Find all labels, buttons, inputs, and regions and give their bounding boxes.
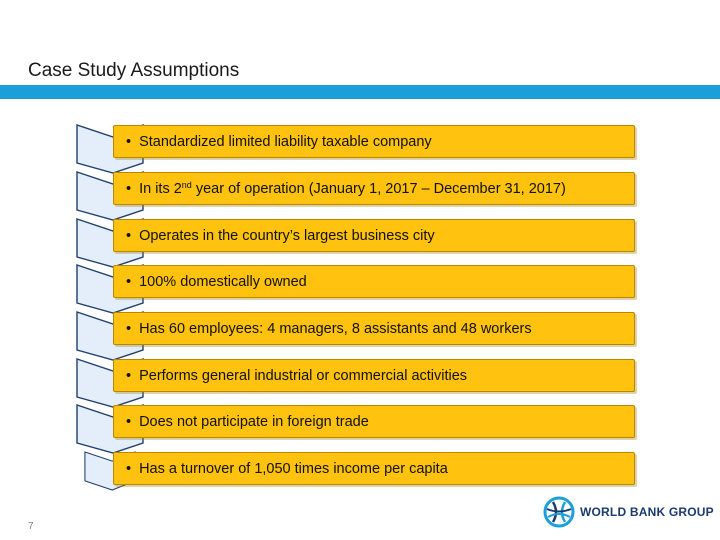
bullet: •	[126, 133, 132, 150]
assumption-row: • Has a turnover of 1,050 times income p…	[75, 451, 638, 491]
assumption-box: • Has a turnover of 1,050 times income p…	[113, 452, 635, 485]
page-number: 7	[28, 521, 34, 532]
assumption-text: Performs general industrial or commercia…	[139, 367, 468, 384]
bullet: •	[126, 227, 132, 244]
bullet: •	[126, 460, 132, 477]
bullet: •	[126, 320, 132, 337]
assumption-row: • Does not participate in foreign trade	[75, 403, 638, 454]
assumption-text: Operates in the country’s largest busine…	[139, 227, 435, 244]
title-accent-bar	[0, 85, 720, 99]
assumption-row: • Operates in the country’s largest busi…	[75, 217, 638, 268]
assumption-text: Standardized limited liability taxable c…	[139, 133, 432, 150]
assumption-text: 100% domestically owned	[139, 273, 307, 290]
assumption-row: • In its 2nd year of operation (January …	[75, 170, 638, 221]
superscript: nd	[181, 179, 192, 190]
assumption-box: • Operates in the country’s largest busi…	[113, 219, 635, 252]
globe-icon	[543, 496, 575, 528]
logo-text: WORLD BANK GROUP	[580, 505, 714, 519]
assumption-box: • 100% domestically owned	[113, 265, 635, 298]
assumption-row: • Has 60 employees: 4 managers, 8 assist…	[75, 310, 638, 361]
assumption-text: In its 2nd year of operation (January 1,…	[139, 179, 566, 197]
assumption-box: • In its 2nd year of operation (January …	[113, 172, 635, 205]
page-title: Case Study Assumptions	[28, 60, 240, 81]
bullet: •	[126, 367, 132, 384]
bullet: •	[126, 273, 132, 290]
assumption-box: • Standardized limited liability taxable…	[113, 125, 635, 158]
assumption-row: • Performs general industrial or commerc…	[75, 357, 638, 408]
assumption-row: • Standardized limited liability taxable…	[75, 123, 638, 174]
assumption-box: • Does not participate in foreign trade	[113, 405, 635, 438]
assumption-box: • Has 60 employees: 4 managers, 8 assist…	[113, 312, 635, 345]
bullet: •	[126, 180, 132, 197]
bullet: •	[126, 413, 132, 430]
world-bank-logo: WORLD BANK GROUP	[543, 496, 714, 528]
assumption-text: Has a turnover of 1,050 times income per…	[139, 460, 448, 477]
assumption-box: • Performs general industrial or commerc…	[113, 359, 635, 392]
assumption-text: Does not participate in foreign trade	[139, 413, 369, 430]
assumption-row: • 100% domestically owned	[75, 263, 638, 314]
assumption-text: Has 60 employees: 4 managers, 8 assistan…	[139, 320, 532, 337]
